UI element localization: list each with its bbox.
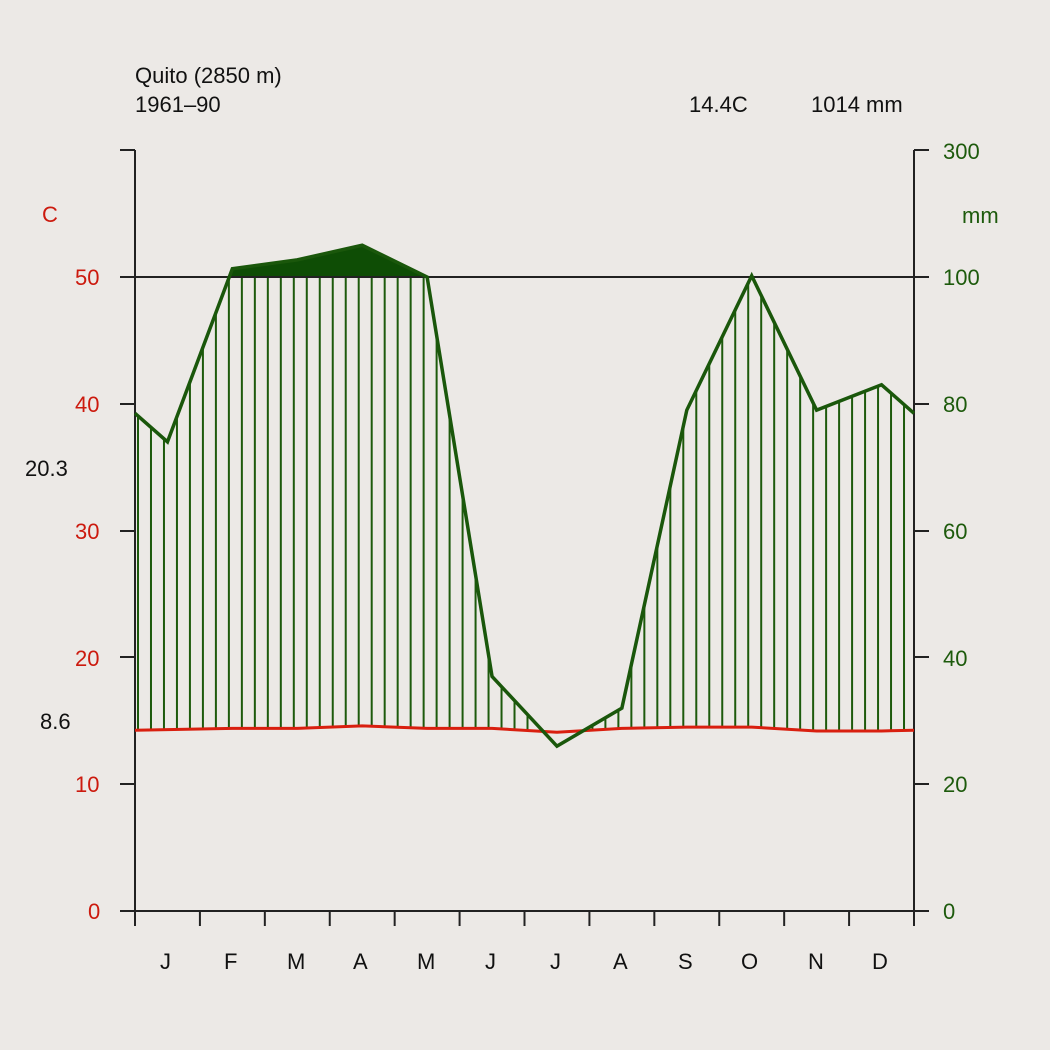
humid-period-hatching bbox=[137, 277, 906, 732]
period-label: 1961–90 bbox=[135, 92, 221, 117]
annual-precip-label: 1014 mm bbox=[811, 92, 903, 117]
abs-min-label: 8.6 bbox=[40, 709, 71, 734]
mean-temp-label: 14.4C bbox=[689, 92, 748, 117]
month-label-aug: A bbox=[613, 949, 628, 974]
precip-tick-100: 100 bbox=[943, 265, 980, 290]
precipitation-line bbox=[133, 243, 916, 749]
month-label-nov: N bbox=[808, 949, 824, 974]
temp-tick-50: 50 bbox=[75, 265, 100, 290]
perhumid-fill bbox=[230, 245, 753, 277]
month-label-apr: A bbox=[353, 949, 368, 974]
temp-unit-label: C bbox=[42, 202, 58, 227]
month-label-feb: F bbox=[224, 949, 238, 974]
precip-tick-20: 20 bbox=[943, 772, 968, 797]
precip-tick-60: 60 bbox=[943, 519, 968, 544]
temp-tick-20: 20 bbox=[75, 646, 100, 671]
abs-max-label: 20.3 bbox=[25, 456, 68, 481]
temp-tick-30: 30 bbox=[75, 519, 100, 544]
precip-tick-300: 300 bbox=[943, 139, 980, 164]
station-title: Quito (2850 m) bbox=[135, 63, 282, 88]
precip-tick-40: 40 bbox=[943, 646, 968, 671]
month-label-sep: S bbox=[678, 949, 693, 974]
precip-tick-0: 0 bbox=[943, 899, 956, 924]
month-label-may: M bbox=[417, 949, 436, 974]
temp-tick-0: 0 bbox=[88, 899, 101, 924]
precip-tick-80: 80 bbox=[943, 392, 968, 417]
month-label-jan: J bbox=[160, 949, 171, 974]
month-label-mar: M bbox=[287, 949, 306, 974]
temp-tick-40: 40 bbox=[75, 392, 100, 417]
precip-unit-label: mm bbox=[962, 203, 999, 228]
month-ticks bbox=[198, 911, 851, 926]
temperature-line bbox=[134, 724, 915, 734]
month-label-jun: J bbox=[485, 949, 496, 974]
month-label-oct: O bbox=[741, 949, 759, 974]
temp-tick-10: 10 bbox=[75, 772, 100, 797]
month-label-jul: J bbox=[550, 949, 561, 974]
month-label-dec: D bbox=[872, 949, 888, 974]
